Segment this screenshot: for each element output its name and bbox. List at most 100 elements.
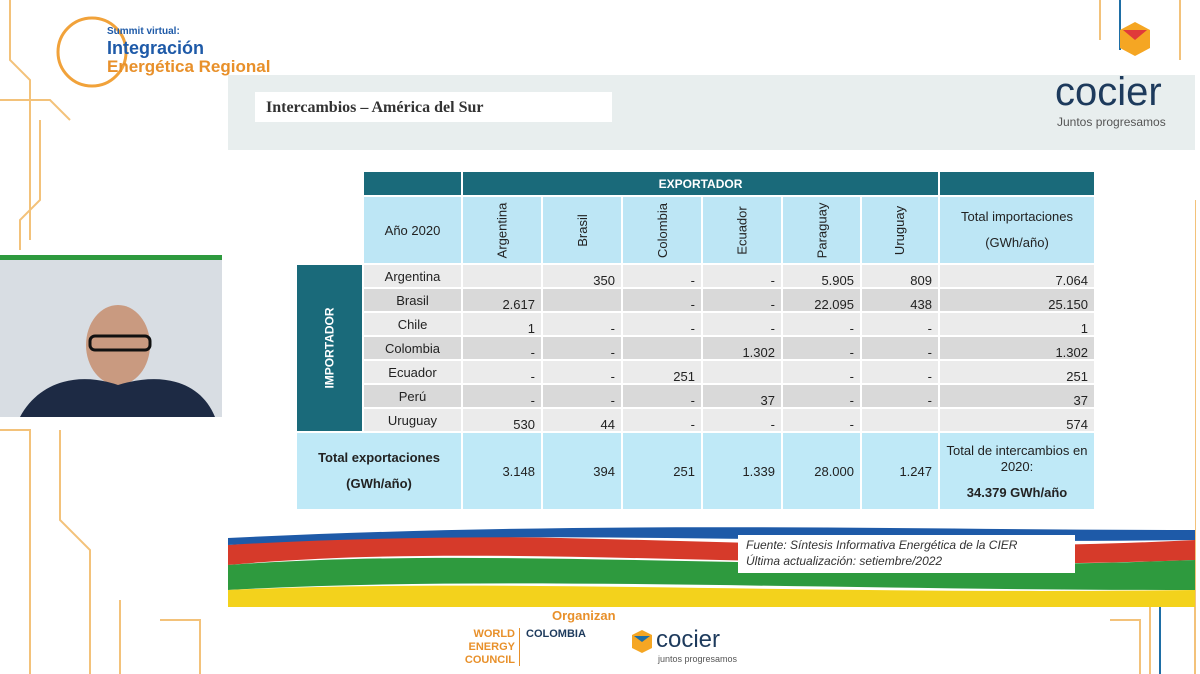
cell-value: - [861,312,939,336]
cell-value: - [462,336,542,360]
column-header: Colombia [622,196,702,264]
cell-value: - [542,312,622,336]
column-header: Brasil [542,196,622,264]
header-blank [939,171,1095,196]
logo-title: Integración [107,38,205,58]
cell-value [702,360,782,384]
cell-value: 22.095 [782,288,861,312]
logo-title: Energética Regional [107,57,271,76]
row-label: Uruguay [363,408,462,432]
cell-value [462,264,542,288]
column-header-text: Brasil [574,213,590,247]
row-group-header: IMPORTADOR [296,264,363,432]
cell-value: - [542,360,622,384]
row-label: Perú [363,384,462,408]
cell-value: - [861,336,939,360]
row-label: Colombia [363,336,462,360]
row-total-value: 37 [939,384,1095,408]
cell-value: 37 [702,384,782,408]
cell-value: 530 [462,408,542,432]
source-line: Fuente: Síntesis Informativa Energética … [746,538,1018,552]
row-label: Chile [363,312,462,336]
footer-country: COLOMBIA [526,628,586,640]
totals-value: 394 [542,432,622,510]
row-total-value: 25.150 [939,288,1095,312]
column-header-text: Colombia [654,202,670,258]
footer-heading: Organizan [552,608,616,623]
column-header: Ecuador [702,196,782,264]
cell-value: 350 [542,264,622,288]
cell-value: - [782,312,861,336]
total-column-header-line: Total importaciones [961,209,1073,224]
column-header: Argentina [462,196,542,264]
cell-value: - [782,360,861,384]
column-header-text: Argentina [494,202,510,258]
total-column-header-line: (GWh/año) [985,235,1049,250]
cell-value: - [542,384,622,408]
totals-value: 3.148 [462,432,542,510]
row-label: Ecuador [363,360,462,384]
column-header: Uruguay [861,196,939,264]
footer-divider [519,628,520,666]
cell-value: 1.302 [702,336,782,360]
totals-value: 1.247 [861,432,939,510]
cell-value: - [462,360,542,384]
row-total-value: 1 [939,312,1095,336]
cell-value: - [782,336,861,360]
cell-value [861,408,939,432]
row-label: Argentina [363,264,462,288]
cell-value: - [782,408,861,432]
column-header: Paraguay [782,196,861,264]
cell-value: - [861,384,939,408]
grand-total: Total de intercambios en 2020: 34.379 GWh/… [939,432,1095,510]
cell-value: 44 [542,408,622,432]
header-blank [363,171,462,196]
cell-value [622,336,702,360]
totals-label-line: (GWh/año) [346,476,412,491]
sponsor-name: cocier [1055,70,1162,114]
grand-total-value: 34.379 GWh/año [966,484,1068,500]
cell-value: 5.905 [782,264,861,288]
corner-label: Año 2020 [363,196,462,264]
cell-value: - [622,312,702,336]
logo-subtitle: Summit virtual: [107,26,180,37]
cell-value: - [622,408,702,432]
wec-line: COUNCIL [464,654,515,666]
slide-title: Intercambios – América del Sur [266,99,484,116]
wec-line: WORLD [473,628,515,640]
wec-line: ENERGY [468,641,515,653]
cell-value: - [462,384,542,408]
cell-value: - [702,264,782,288]
row-total-value: 7.064 [939,264,1095,288]
cell-value: - [702,288,782,312]
grand-total-label: 2020: [1000,458,1034,474]
cell-value [542,288,622,312]
footer-cocier: cocier [656,626,721,653]
cell-value: - [622,264,702,288]
cell-value: 809 [861,264,939,288]
row-total-value: 1.302 [939,336,1095,360]
totals-label: Total exportaciones (GWh/año) [296,432,462,510]
cell-value: - [861,360,939,384]
column-header-text: Uruguay [892,205,908,255]
totals-value: 28.000 [782,432,861,510]
cell-value: 438 [861,288,939,312]
column-header-text: Paraguay [814,202,829,258]
source-line: Última actualización: setiembre/2022 [746,554,943,568]
cell-value: 2.617 [462,288,542,312]
row-label: Brasil [363,288,462,312]
cell-value: - [622,288,702,312]
row-group-text: IMPORTADOR [322,307,337,389]
grand-total-label: Total de intercambios en [946,442,1088,458]
row-total-value: 251 [939,360,1095,384]
row-total-value: 574 [939,408,1095,432]
cell-value: - [702,312,782,336]
totals-label-line: Total exportaciones [318,450,440,465]
cell-value: - [542,336,622,360]
group-header: EXPORTADOR [462,171,939,196]
footer-tagline: juntos progresamos [658,654,738,664]
cell-value: 251 [622,360,702,384]
column-header-text: Ecuador [734,205,750,255]
